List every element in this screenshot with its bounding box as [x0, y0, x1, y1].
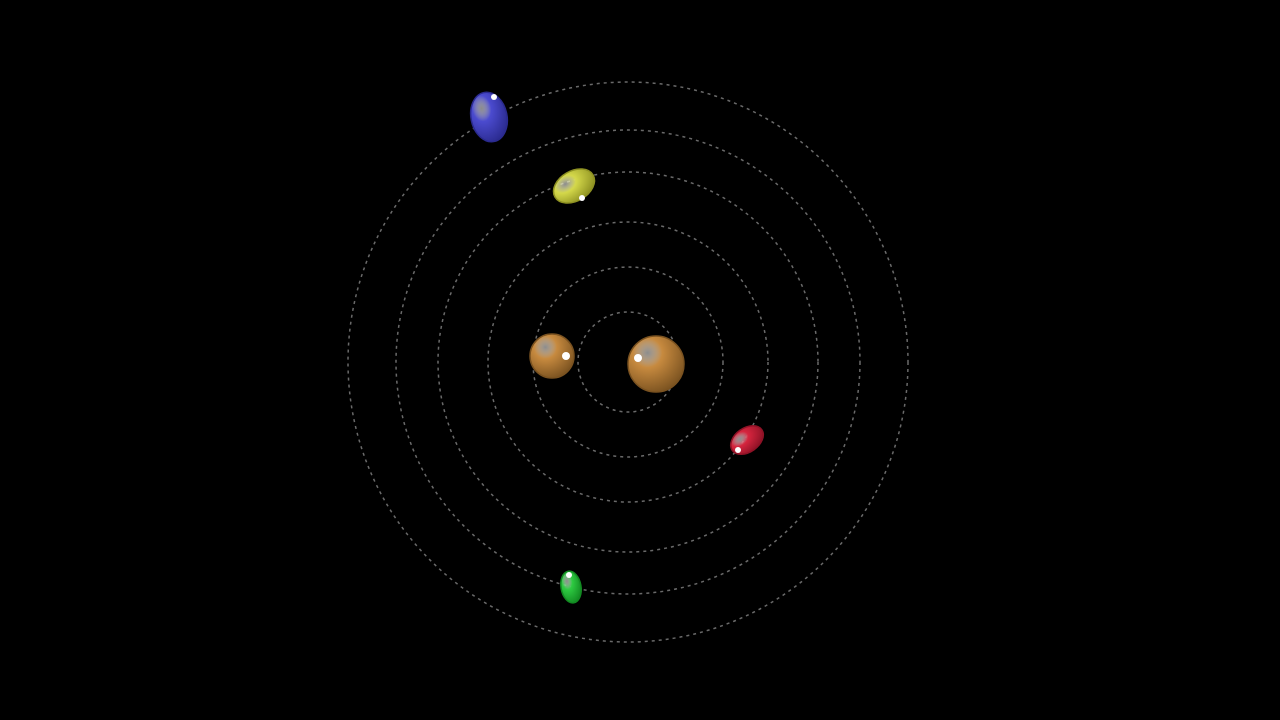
orbital-diagram	[0, 0, 1280, 720]
planet-orange-highlight	[562, 352, 570, 360]
star	[628, 336, 684, 392]
planet-blue	[466, 89, 512, 145]
planet-red	[725, 420, 768, 460]
planet-yellow	[547, 162, 600, 210]
planet-red-highlight	[735, 447, 741, 453]
planet-orange	[530, 334, 574, 378]
planet-blue-highlight	[491, 94, 497, 100]
star-highlight	[634, 354, 642, 362]
planet-yellow-highlight	[579, 195, 585, 201]
planet-green	[558, 570, 583, 605]
planet-green-highlight	[566, 572, 572, 578]
